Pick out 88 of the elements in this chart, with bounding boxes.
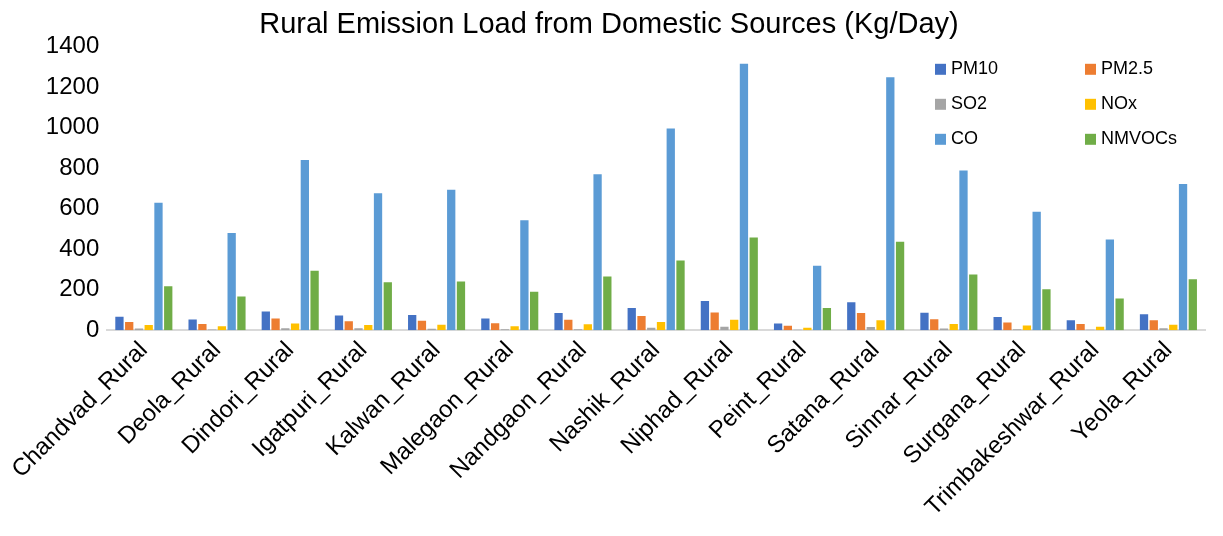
bar: [1115, 298, 1124, 331]
bar: [344, 321, 353, 331]
bar: [1149, 320, 1158, 331]
bar: [364, 325, 373, 331]
bar: [739, 63, 749, 331]
bar: [1178, 184, 1188, 331]
bar: [583, 324, 592, 331]
bar: [1188, 279, 1197, 331]
legend-label: SO2: [951, 93, 988, 114]
y-tick-label: 1000: [45, 112, 100, 140]
y-tick-label: 200: [59, 274, 100, 302]
bar: [812, 265, 822, 331]
y-tick-label: 1400: [45, 31, 100, 59]
bar: [1105, 239, 1115, 331]
bar: [676, 260, 685, 331]
y-tick-label: 400: [59, 233, 100, 261]
bar: [227, 232, 236, 331]
bar: [188, 319, 197, 331]
bar: [300, 159, 309, 331]
bar: [125, 321, 134, 331]
legend-label: CO: [951, 128, 978, 149]
bar: [666, 128, 675, 331]
bar: [895, 241, 905, 331]
bar: [603, 276, 612, 331]
bar: [564, 319, 573, 331]
bar: [154, 202, 163, 331]
bar: [237, 296, 246, 331]
bar: [749, 237, 758, 331]
bar: [554, 313, 563, 331]
bar: [822, 308, 832, 331]
bar: [481, 318, 490, 331]
bar: [310, 270, 319, 331]
y-tick-label: 800: [59, 152, 100, 180]
bar: [490, 323, 500, 331]
bar: [437, 324, 446, 331]
bar: [144, 325, 153, 331]
bar: [261, 311, 270, 331]
bar: [949, 324, 958, 331]
bar: [1076, 324, 1085, 331]
bar: [456, 281, 466, 331]
bar: [1066, 320, 1075, 331]
bar: [627, 308, 636, 331]
bar: [1042, 289, 1051, 331]
bar: [847, 302, 856, 331]
y-tick-label: 600: [59, 193, 100, 221]
bar: [930, 319, 939, 331]
legend-label: PM2.5: [1101, 58, 1154, 79]
bar: [710, 312, 719, 331]
bar: [700, 301, 710, 331]
bar: [959, 170, 968, 331]
bar: [417, 320, 427, 331]
bar: [1032, 211, 1041, 331]
legend-label: NOx: [1101, 93, 1137, 114]
bar: [1003, 322, 1012, 331]
bar: [1139, 314, 1149, 331]
bar: [730, 319, 739, 331]
bar: [876, 320, 885, 331]
bar: [198, 324, 207, 331]
bar: [373, 193, 383, 331]
bar: [520, 220, 529, 331]
legend-label: PM10: [951, 58, 999, 79]
bar: [993, 316, 1002, 331]
legend-label: NMVOCs: [1101, 128, 1177, 149]
bar: [217, 326, 227, 331]
bar: [920, 312, 929, 331]
bar: [334, 315, 344, 331]
bar: [856, 313, 866, 331]
bar: [383, 282, 392, 331]
bar: [1159, 328, 1168, 331]
bar: [969, 274, 978, 331]
y-tick-label: 1200: [45, 71, 100, 99]
bar: [637, 316, 646, 331]
bar: [720, 326, 729, 331]
y-tick-label: 0: [85, 314, 100, 342]
bar: [164, 286, 173, 331]
bar: [593, 174, 602, 331]
bar: [408, 315, 417, 331]
bar: [530, 291, 539, 331]
bar: [1022, 325, 1032, 331]
bar: [271, 318, 280, 331]
bar: [656, 321, 666, 331]
bar: [510, 326, 519, 331]
bar: [115, 316, 124, 331]
chart-title: Rural Emission Load from Domestic Sources (Kg/Day): [259, 7, 959, 40]
bar: [886, 77, 895, 331]
bar: [354, 328, 363, 331]
bar: [281, 328, 290, 331]
bar: [447, 189, 456, 331]
